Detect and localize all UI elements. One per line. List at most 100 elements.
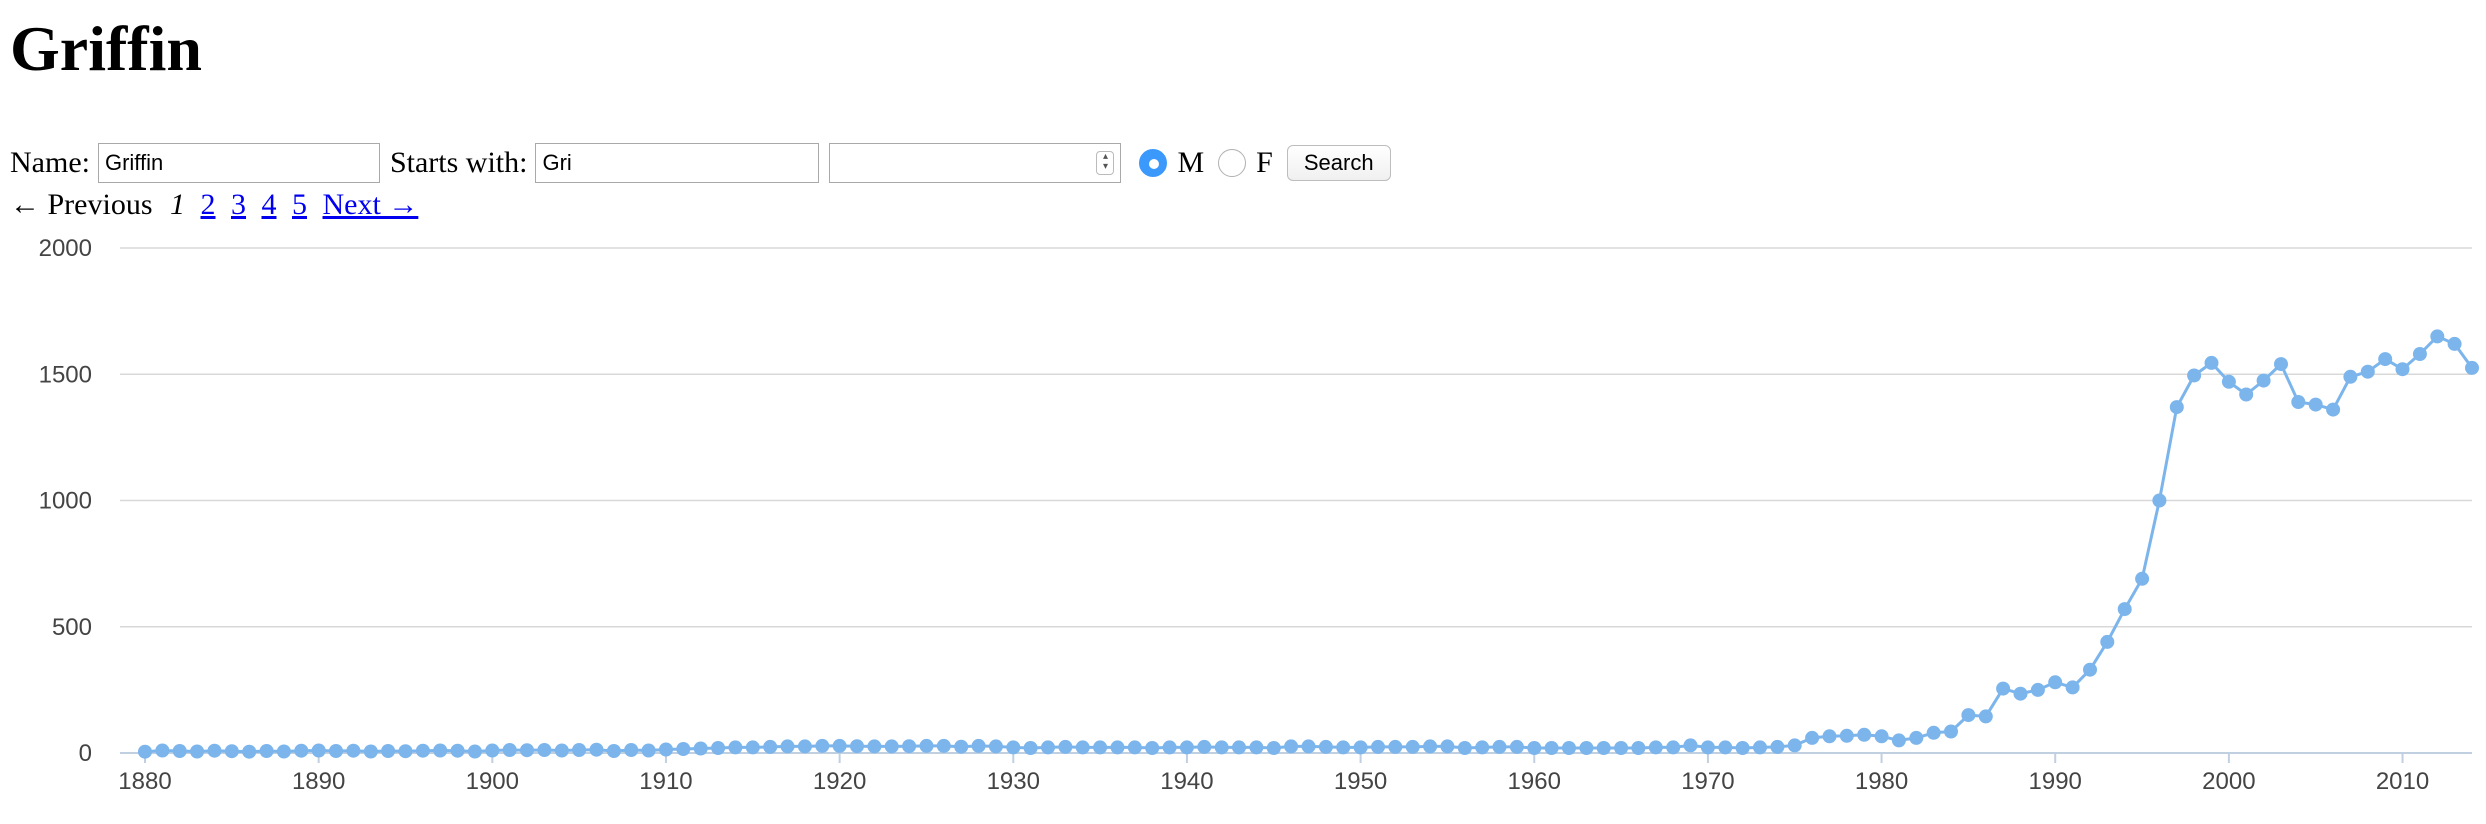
data-point xyxy=(797,739,812,754)
name-input[interactable] xyxy=(97,143,380,183)
data-point xyxy=(2187,368,2202,383)
gender-f-radio[interactable] xyxy=(1218,149,1247,177)
data-point xyxy=(1926,725,1941,740)
data-point xyxy=(138,744,152,759)
data-point xyxy=(398,744,413,759)
data-point xyxy=(2083,662,2097,677)
data-point xyxy=(502,743,517,757)
line-chart: 0 500 1000 1500 2000 1880 1890 1900 1910 1920 1930… xyxy=(39,235,2479,795)
data-point xyxy=(884,739,899,754)
data-point xyxy=(1805,730,1820,745)
data-point xyxy=(1336,740,1351,755)
page-link-4[interactable]: 4 xyxy=(261,188,277,221)
number-input[interactable]: ▴ ▾ xyxy=(829,143,1122,183)
page-link-2[interactable]: 2 xyxy=(200,188,216,221)
gender-m-radio[interactable] xyxy=(1139,149,1168,177)
data-point xyxy=(2395,362,2410,377)
data-point xyxy=(1093,740,1108,755)
data-point xyxy=(1249,740,1264,755)
data-point xyxy=(1492,739,1507,754)
starts-with-label: Starts with: xyxy=(389,146,528,179)
page-link-3[interactable]: 3 xyxy=(231,188,246,221)
y-tick-label: 2000 xyxy=(39,235,92,262)
data-point xyxy=(1127,740,1142,755)
data-point xyxy=(2378,352,2393,367)
data-point xyxy=(1891,733,1906,748)
data-point xyxy=(520,743,534,758)
data-point xyxy=(1405,739,1420,754)
data-point xyxy=(641,743,656,758)
data-point xyxy=(971,738,986,753)
data-point xyxy=(450,743,465,758)
data-point xyxy=(155,743,170,758)
data-point xyxy=(485,743,500,758)
data-point xyxy=(606,744,621,758)
data-point xyxy=(1075,740,1090,755)
data-point xyxy=(2065,680,2080,695)
data-point xyxy=(1457,741,1472,755)
x-tick-label: 1900 xyxy=(466,768,519,795)
data-point xyxy=(1996,681,2011,696)
x-tick-label: 2010 xyxy=(2376,768,2429,795)
data-point xyxy=(1700,740,1715,755)
data-point xyxy=(554,743,569,758)
data-point xyxy=(1006,740,1021,755)
data-point xyxy=(1978,709,1993,724)
x-tick-label: 1930 xyxy=(987,768,1040,795)
x-tick-label: 1890 xyxy=(292,768,345,795)
data-point xyxy=(624,743,639,757)
page-title: Griffin xyxy=(10,13,202,84)
data-point xyxy=(1266,741,1281,755)
data-point xyxy=(259,744,274,758)
data-point xyxy=(1753,740,1767,755)
data-point xyxy=(572,743,587,757)
data-point xyxy=(954,739,969,754)
data-point xyxy=(676,742,691,756)
data-point xyxy=(1284,739,1299,754)
data-point xyxy=(1961,708,1976,723)
y-tick-label: 1000 xyxy=(39,488,92,515)
starts-with-input[interactable] xyxy=(535,143,820,183)
page-link-5[interactable]: 5 xyxy=(292,188,307,221)
data-point xyxy=(2204,355,2219,370)
data-point xyxy=(850,739,864,754)
data-point xyxy=(2343,369,2358,384)
spinner-icon[interactable]: ▴ ▾ xyxy=(1096,151,1115,175)
data-point xyxy=(2117,602,2132,617)
data-point xyxy=(2030,682,2045,697)
data-point xyxy=(346,743,361,758)
data-point xyxy=(242,744,257,759)
data-point xyxy=(363,744,378,759)
series-line xyxy=(144,334,2474,754)
data-point xyxy=(2135,571,2150,586)
data-point xyxy=(902,739,917,754)
data-point xyxy=(1232,740,1246,755)
data-point xyxy=(467,744,482,759)
data-point xyxy=(1423,739,1438,754)
data-point xyxy=(1579,741,1594,755)
data-point xyxy=(2308,397,2323,412)
data-point xyxy=(1683,738,1698,753)
data-point xyxy=(1353,740,1368,755)
data-point xyxy=(1614,741,1629,755)
x-tick-label: 1910 xyxy=(639,768,692,795)
data-point xyxy=(659,742,673,757)
data-point xyxy=(2169,400,2184,415)
search-button[interactable]: Search xyxy=(1286,145,1391,181)
y-tick-label: 1500 xyxy=(39,361,92,388)
x-tick-label: 1970 xyxy=(1681,768,1734,795)
data-point xyxy=(190,744,205,759)
data-point xyxy=(311,743,326,758)
current-page: 1 xyxy=(170,188,185,221)
x-tick-label: 1960 xyxy=(1508,768,1561,795)
data-point xyxy=(329,744,343,758)
gender-m-label: M xyxy=(1177,146,1205,179)
data-point xyxy=(1145,741,1160,755)
data-point xyxy=(589,742,604,757)
data-point xyxy=(1475,740,1490,755)
data-point xyxy=(2256,373,2271,388)
data-point xyxy=(2447,336,2462,351)
data-point xyxy=(1857,727,1872,742)
next-link[interactable]: Next → xyxy=(322,188,419,221)
name-label: Name: xyxy=(10,146,90,179)
